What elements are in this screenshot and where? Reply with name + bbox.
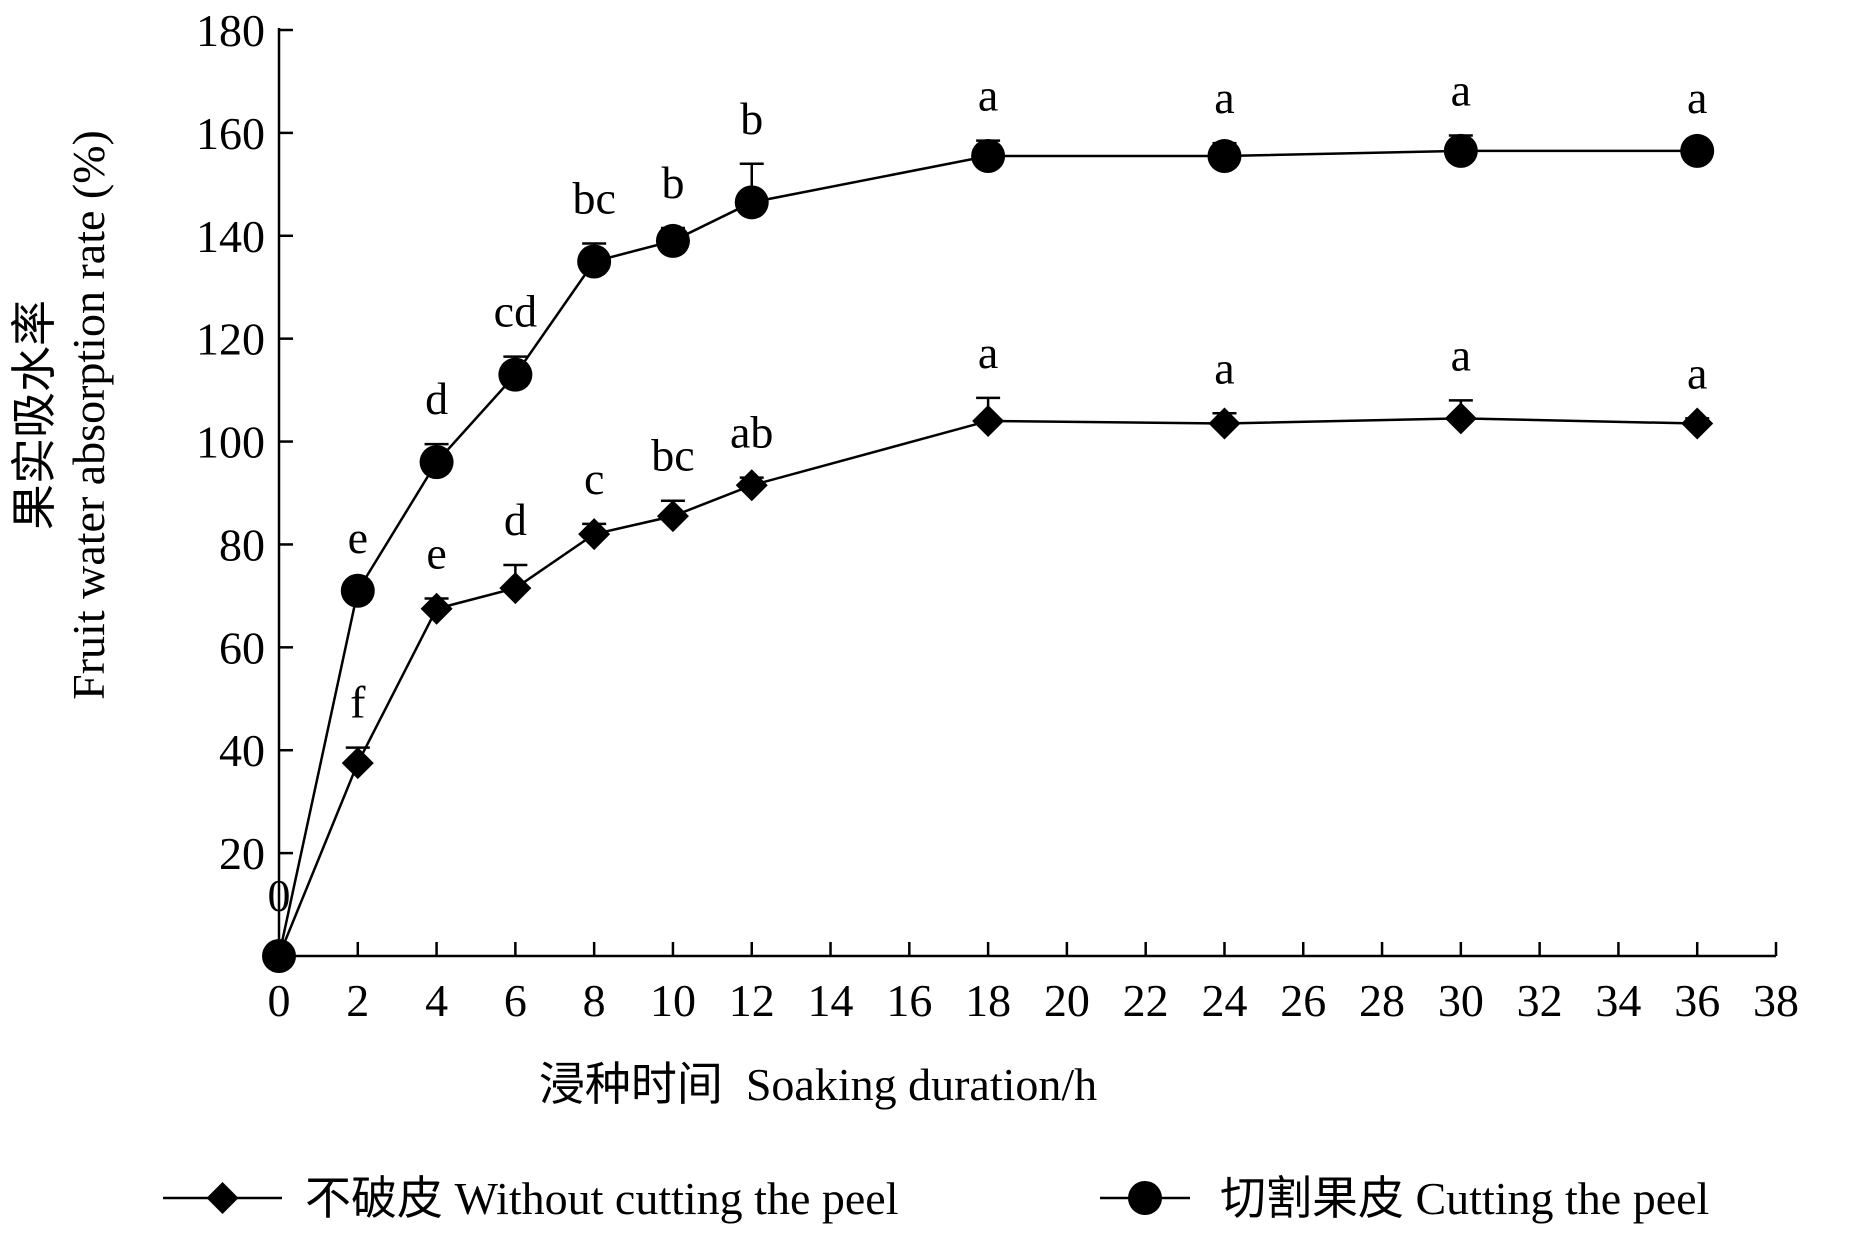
significance-label: a (978, 70, 998, 121)
legend-label: 切割果皮 Cutting the peel (1220, 1173, 1709, 1224)
significance-label: b (661, 157, 684, 208)
x-tick-label: 30 (1438, 975, 1484, 1026)
significance-label: a (1687, 72, 1707, 123)
y-tick-label: 60 (219, 622, 265, 673)
y-tick-label: 140 (196, 211, 265, 262)
data-point (577, 244, 612, 279)
x-tick-label: 36 (1674, 975, 1720, 1026)
y-tick-label: 40 (219, 725, 265, 776)
x-axis-label: 浸种时间 Soaking duration/h (539, 1059, 1097, 1110)
data-point (1681, 407, 1714, 440)
y-axis-label-en: Fruit water absorption rate (%) (63, 130, 114, 700)
data-point (734, 185, 769, 220)
x-tick-label: 10 (650, 975, 696, 1026)
significance-label: a (1451, 64, 1471, 115)
x-tick-label: 4 (425, 975, 448, 1026)
significance-label: cd (494, 286, 537, 337)
data-point (420, 592, 453, 625)
significance-label: a (1214, 342, 1234, 393)
data-point (1444, 402, 1477, 435)
data-point (578, 518, 611, 551)
data-point (419, 445, 454, 480)
significance-label: a (1451, 329, 1471, 380)
y-tick-label: 160 (196, 108, 265, 159)
significance-label: f (350, 677, 366, 728)
series-line (277, 417, 1698, 957)
x-tick-label: 38 (1753, 975, 1799, 1026)
significance-label: b (740, 93, 763, 144)
data-point (340, 573, 375, 608)
data-point (735, 469, 768, 502)
data-point (262, 939, 296, 973)
significance-label: e (426, 527, 446, 578)
significance-label: d (425, 373, 448, 424)
y-tick-label: 80 (219, 519, 265, 570)
legend-marker (206, 1182, 239, 1214)
data-point (1208, 407, 1241, 440)
significance-label: c (584, 453, 604, 504)
data-point (499, 572, 532, 605)
legend-label: 不破皮 Without cutting the peel (305, 1173, 899, 1224)
x-tick-label: 14 (808, 975, 854, 1026)
data-point (498, 357, 533, 392)
x-tick-label: 2 (346, 975, 369, 1026)
x-tick-label: 8 (583, 975, 606, 1026)
data-point (655, 223, 690, 258)
x-tick-label: 32 (1517, 975, 1563, 1026)
data-point (1680, 133, 1715, 168)
y-tick-label: 120 (196, 314, 265, 365)
data-point (656, 500, 689, 533)
legend-item-2: 切割果皮 Cutting the peel (1100, 1173, 1709, 1224)
data-point (341, 747, 374, 780)
data-point (971, 139, 1006, 174)
y-tick-label: 180 (196, 5, 265, 56)
legend-item-1: 不破皮 Without cutting the peel (163, 1173, 899, 1224)
x-tick-label: 18 (965, 975, 1011, 1026)
x-tick-label: 24 (1201, 975, 1247, 1026)
significance-label: d (504, 494, 527, 545)
significance-label: a (978, 327, 998, 378)
series-1 (263, 396, 1714, 972)
legend-marker (1128, 1181, 1162, 1215)
significance-label: e (348, 512, 368, 563)
y-axis-label-cn: 果实吸水率 (9, 300, 60, 530)
x-tick-label: 16 (886, 975, 932, 1026)
x-tick-label: 6 (504, 975, 527, 1026)
x-tick-label: 34 (1595, 975, 1641, 1026)
origin-label: 0 (268, 870, 291, 921)
y-tick-label: 100 (196, 417, 265, 468)
series-line (277, 149, 1698, 957)
data-point (1207, 139, 1242, 174)
significance-label: a (1214, 72, 1234, 123)
x-tick-label: 26 (1280, 975, 1326, 1026)
data-point (1443, 133, 1478, 168)
y-tick-label: 20 (219, 828, 265, 879)
significance-label: bc (572, 172, 615, 223)
x-tick-label: 0 (268, 975, 291, 1026)
x-tick-label: 22 (1123, 975, 1169, 1026)
data-point (972, 404, 1005, 437)
x-tick-label: 20 (1044, 975, 1090, 1026)
significance-label: ab (730, 407, 773, 458)
x-tick-label: 12 (729, 975, 775, 1026)
significance-label: bc (651, 430, 694, 481)
series-2 (262, 133, 1715, 973)
x-tick-label: 28 (1359, 975, 1405, 1026)
significance-label: a (1687, 347, 1707, 398)
series-layer (262, 133, 1715, 973)
legend: 不破皮 Without cutting the peel 切割果皮 Cutting… (163, 1173, 1709, 1224)
